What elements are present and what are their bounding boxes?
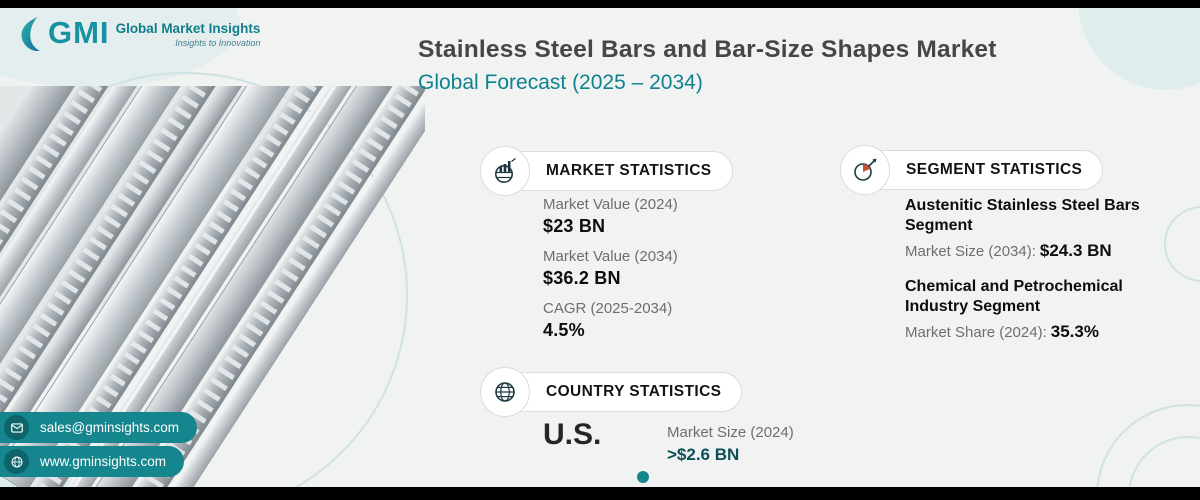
logo-brand: GMI: [48, 15, 110, 50]
country-stat-value: >$2.6 BN: [667, 445, 740, 464]
deco-top-right-circle: [1078, 0, 1200, 90]
stat-market-value-2034: Market Value (2034) $36.2 BN: [543, 248, 678, 289]
logo-name: Global Market Insights: [115, 21, 261, 36]
stat-label: CAGR (2025-2034): [543, 300, 673, 317]
gmi-logo-mark-icon: [21, 17, 40, 52]
contact-email-banner[interactable]: sales@gminsights.com: [0, 412, 198, 443]
segment-title: Chemical and Petrochemical Industry Segm…: [905, 278, 1123, 315]
stat-value: $36.2 BN: [543, 268, 621, 288]
segment-stat-value: $24.3 BN: [1039, 241, 1112, 260]
gmi-logo[interactable]: GMI Global Market Insights Insights to I…: [16, 15, 260, 53]
segment-stat-label: Market Share (2024):: [905, 324, 1047, 341]
segment-item: Austenitic Stainless Steel Bars Segment …: [905, 196, 1181, 261]
logo-text: Global Market Insights Insights to Innov…: [116, 15, 261, 48]
email-icon: [4, 415, 29, 440]
segment-item: Chemical and Petrochemical Industry Segm…: [905, 277, 1181, 342]
contact-email: sales@gminsights.com: [40, 420, 180, 435]
pie-chart-arrow-icon: [840, 145, 890, 195]
website-globe-icon: [4, 449, 29, 474]
stat-label: Market Value (2024): [543, 196, 678, 213]
contact-website-banner[interactable]: www.gminsights.com: [0, 446, 185, 477]
top-border: [0, 0, 1200, 8]
country-stat: Market Size (2024) >$2.6 BN: [667, 424, 794, 465]
stat-value: 4.5%: [543, 320, 585, 340]
market-statistics-list: Market Value (2024) $23 BN Market Value …: [543, 196, 678, 352]
title-block: Stainless Steel Bars and Bar-Size Shapes…: [418, 36, 997, 95]
market-statistics-heading: MARKET STATISTICS: [546, 162, 712, 179]
segment-stat: Market Size (2034): $24.3 BN: [905, 241, 1181, 261]
country-stat-label: Market Size (2024): [667, 424, 794, 441]
segment-statistics-heading: SEGMENT STATISTICS: [906, 161, 1083, 178]
country-statistics-header: COUNTRY STATISTICS: [480, 367, 743, 417]
logo-tagline: Insights to Innovation: [175, 38, 261, 48]
stat-market-value-2024: Market Value (2024) $23 BN: [543, 196, 678, 237]
page-subtitle: Global Forecast (2025 – 2034): [418, 71, 703, 94]
segment-statistics-header: SEGMENT STATISTICS: [840, 145, 1104, 195]
bar-chart-globe-icon: [480, 146, 530, 196]
globe-icon: [480, 367, 530, 417]
bottom-border: [0, 487, 1200, 500]
segment-stat-label: Market Size (2034):: [905, 243, 1036, 260]
segment-stat-value: 35.3%: [1050, 322, 1099, 341]
segment-title: Austenitic Stainless Steel Bars Segment: [905, 197, 1140, 234]
page-title: Stainless Steel Bars and Bar-Size Shapes…: [418, 36, 997, 63]
country-statistics-heading: COUNTRY STATISTICS: [546, 383, 722, 400]
country-name: U.S.: [543, 418, 602, 451]
market-statistics-header: MARKET STATISTICS: [480, 146, 733, 196]
contact-website: www.gminsights.com: [40, 454, 167, 469]
stat-label: Market Value (2034): [543, 248, 678, 265]
segment-statistics-list: Austenitic Stainless Steel Bars Segment …: [905, 196, 1181, 358]
deco-large-circle: [0, 72, 408, 500]
stat-cagr: CAGR (2025-2034) 4.5%: [543, 300, 678, 341]
stat-value: $23 BN: [543, 216, 606, 236]
segment-stat: Market Share (2024): 35.3%: [905, 322, 1181, 342]
deco-teal-dot: [637, 471, 649, 483]
